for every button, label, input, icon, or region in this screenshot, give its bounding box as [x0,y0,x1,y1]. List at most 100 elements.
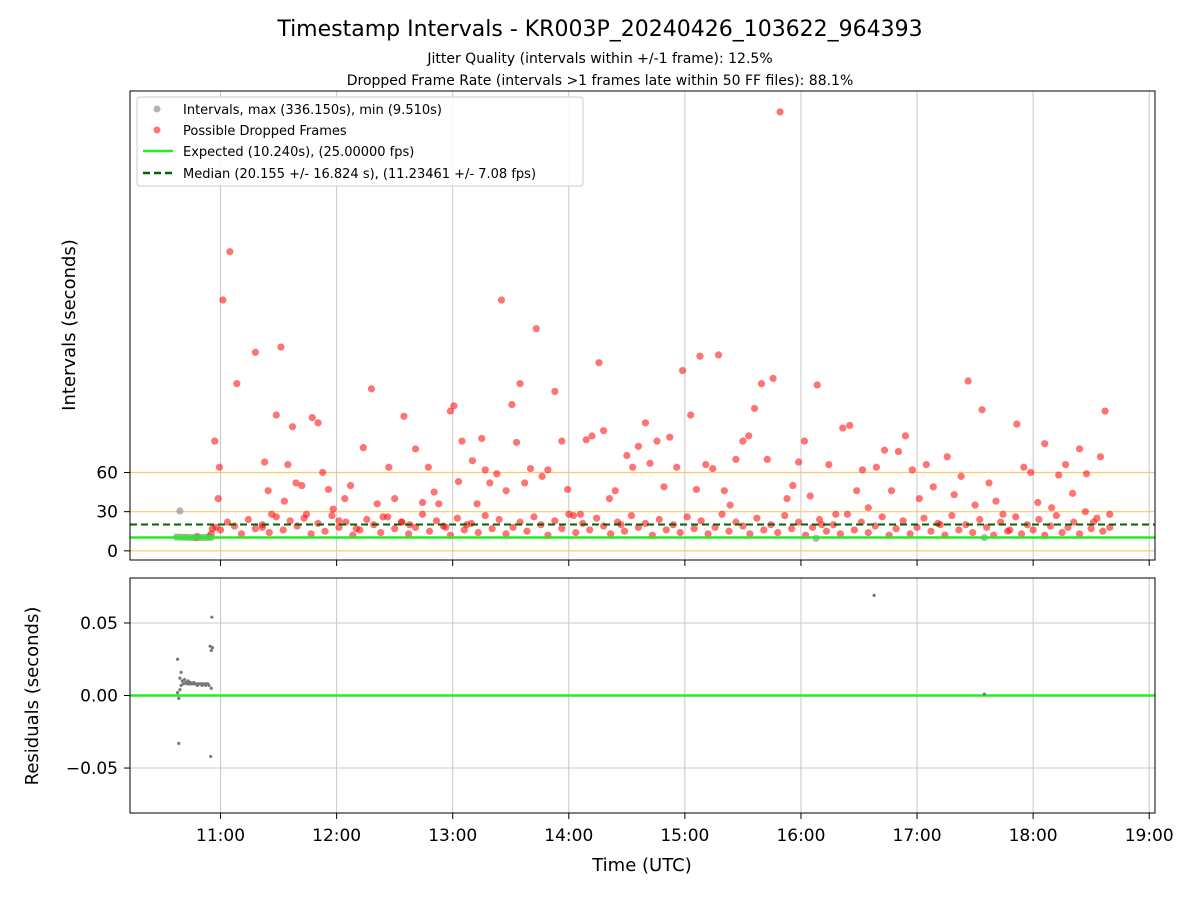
residual-point [209,686,213,690]
dropped-frame-point [858,466,867,474]
dropped-frame-point [843,510,851,518]
residuals-panel: 0.050.00−0.05 11:00 12:00 13:00 14:00 15:00 1… [22,577,1174,876]
residual-point [181,682,185,686]
legend-marker-dropped [153,126,161,134]
dropped-frame-point [1035,515,1043,524]
dropped-frame-point [418,498,427,507]
dropped-frame-point [404,530,413,538]
dropped-frame-point [1106,523,1114,531]
dropped-frame-point [576,510,584,518]
dropped-frame-point [789,481,797,490]
x-tick-label: 15:00 [660,826,709,846]
dropped-frame-point [978,406,986,414]
dropped-frame-point [1029,526,1037,534]
residuals-y-label: Residuals (seconds) [22,607,43,786]
legend-label-expected: Expected (10.240s), (25.00000 fps) [183,145,414,160]
legend: Intervals, max (336.150s), min (9.510s) … [136,96,584,187]
dropped-frame-point [815,515,824,524]
interval-point [176,507,184,515]
dropped-frame-point [264,487,272,495]
dropped-frame-point [641,419,650,427]
dropped-frame-point [292,479,300,487]
dropped-frame-point [244,515,253,524]
dropped-frame-point [1013,420,1021,428]
dropped-frame-point [692,485,701,494]
dropped-frame-point [595,359,603,367]
intervals-frame [129,90,1156,561]
dropped-frame-point [1099,527,1107,535]
dropped-frame-point [641,519,650,528]
dropped-frame-point [391,494,399,503]
dropped-frame-point [813,381,821,389]
dropped-frame-point [226,248,234,256]
dropped-frame-point [985,479,993,487]
dropped-frame-point [894,447,903,456]
dropped-frame-point [927,527,935,535]
dropped-frame-point [746,530,754,538]
residual-point [982,692,986,696]
legend-label-intervals: Intervals, max (336.150s), min (9.510s) [183,103,442,118]
dropped-frame-point [806,492,814,500]
legend-marker-intervals [153,105,161,113]
dropped-frame-point [1027,468,1035,477]
dropped-frame-point [300,514,308,522]
dropped-frame-point [795,458,803,466]
x-tick-label: 13:00 [428,826,477,846]
residual-point [182,677,187,682]
y-tick-label: −0.05 [66,759,118,779]
dropped-frame-point [611,487,619,495]
dropped-frame-point [1012,513,1020,521]
dropped-frame-point [424,463,432,471]
dropped-frame-point [328,511,336,520]
dropped-frame-point [509,523,517,531]
dropped-frame-point [446,407,454,415]
dropped-frame-point [341,494,349,503]
dropped-frame-point [1055,471,1063,479]
dropped-frame-point [579,519,587,528]
dropped-frame-point [502,530,510,538]
dropped-frame-point [1041,440,1049,448]
dropped-frame-point [850,526,858,534]
dropped-frame-point [627,511,636,520]
residual-point [177,741,181,745]
residual-point [178,688,182,692]
dropped-frame-point [690,525,698,533]
dropped-frame-point [1046,522,1055,530]
dropped-frame-point [781,511,789,520]
residual-point [210,646,215,650]
x-tick-label: 16:00 [776,826,825,846]
dropped-frame-point [839,424,847,432]
dropped-frame-point [486,479,494,487]
dropped-frame-point [908,466,916,474]
dropped-frame-point [261,458,269,466]
dropped-frame-point [853,487,861,495]
dropped-frame-point [1052,511,1060,520]
x-tick-label: 18:00 [1009,826,1058,846]
dropped-frame-point [467,519,475,528]
dropped-frame-point [687,411,695,419]
y-tick-label: 0.00 [80,687,118,707]
dropped-frame-point [1101,407,1109,415]
x-tick-label: 17:00 [893,826,942,846]
dropped-frame-point [400,412,408,420]
intervals-x-ticks [220,560,1150,566]
dropped-frame-point [272,411,280,419]
dropped-frame-point [872,463,881,471]
dropped-frame-point [516,380,524,388]
dropped-frame-point [512,438,521,447]
dropped-frame-point [1081,508,1089,516]
dropped-frame-point [992,497,1000,505]
dropped-frame-point [800,437,809,445]
dropped-frame-point [321,527,329,535]
dropped-frame-point [606,530,615,538]
dropped-frame-point [526,464,535,473]
dropped-frame-point [922,461,930,469]
dropped-frame-point [899,517,907,525]
dropped-frame-point [718,510,726,518]
residual-point [179,670,183,674]
dropped-frame-point [646,459,654,467]
dropped-frame-point [702,461,710,469]
dropped-frame-point [948,511,956,520]
dropped-frame-point [825,461,833,469]
dropped-frame-point [1034,498,1042,507]
